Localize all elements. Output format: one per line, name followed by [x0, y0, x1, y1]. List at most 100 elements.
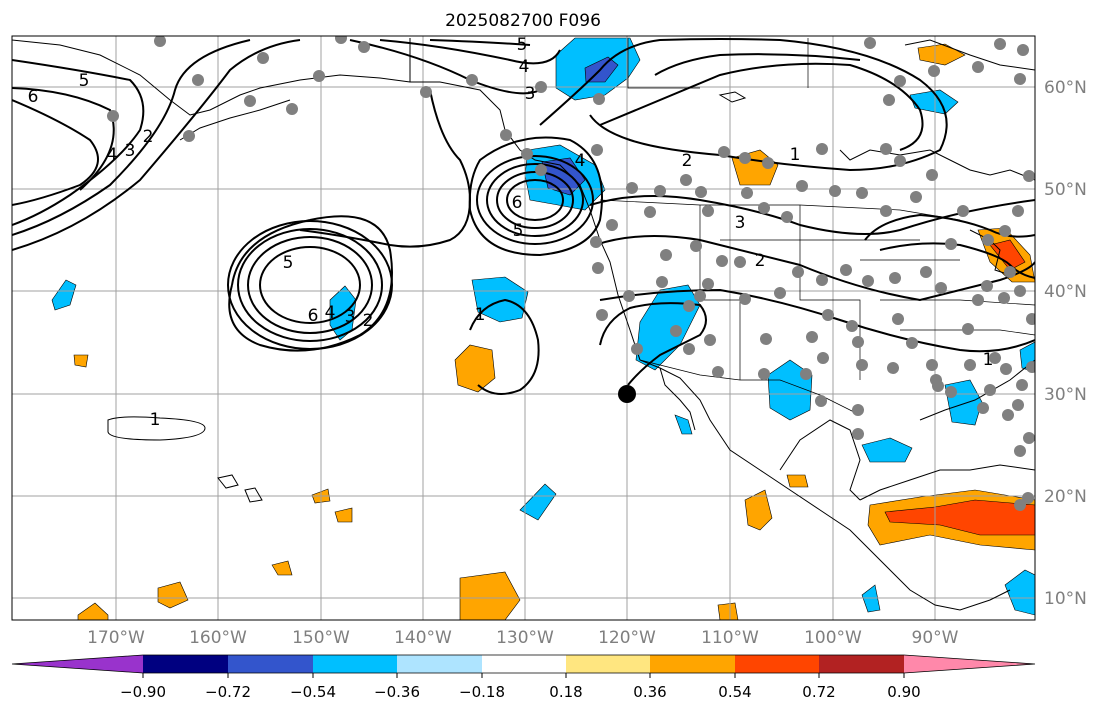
station-dot: [906, 337, 918, 349]
station-dot: [644, 206, 656, 218]
station-dot: [716, 255, 728, 267]
contour-label: 5: [79, 71, 90, 91]
colorbar-segment: [735, 655, 819, 673]
station-dot: [926, 169, 938, 181]
pos-anomaly-tropical: [717, 602, 739, 620]
station-dot: [358, 41, 370, 53]
station-dot: [781, 211, 793, 223]
colorbar-segment: [566, 655, 650, 673]
station-dot: [889, 272, 901, 284]
pos-anomaly-hawaii-2: [334, 507, 353, 523]
station-dot: [500, 129, 512, 141]
contour-label: 6: [308, 306, 319, 326]
station-dot: [656, 276, 668, 288]
contour-label: 5: [517, 35, 528, 55]
station-dot: [816, 274, 828, 286]
colorbar-tick-label: −0.36: [374, 683, 420, 701]
colorbar-tick-label: 0.90: [887, 683, 920, 701]
station-dot: [606, 219, 618, 231]
station-dot: [420, 86, 432, 98]
station-dot: [1012, 205, 1024, 217]
contour-label: 2: [363, 311, 374, 331]
station-dot: [1022, 492, 1034, 504]
station-dot: [957, 205, 969, 217]
contour-label: 1: [150, 410, 161, 430]
station-dot: [984, 384, 996, 396]
station-dot: [962, 323, 974, 335]
station-dot: [910, 191, 922, 203]
station-dot: [880, 205, 892, 217]
station-dot: [994, 38, 1006, 50]
colorbar-segment: [482, 655, 566, 673]
station-dot: [183, 130, 195, 142]
station-dot: [704, 334, 716, 346]
station-dot: [690, 240, 702, 252]
station-dot: [535, 81, 547, 93]
lon-label: 170°W: [87, 628, 145, 648]
station-dot: [734, 256, 746, 268]
station-dot: [792, 266, 804, 278]
station-dot: [796, 180, 808, 192]
pos-anomaly-pacific-sw: [157, 581, 189, 609]
station-dot: [762, 157, 774, 169]
station-dot: [1012, 399, 1024, 411]
station-dot: [894, 155, 906, 167]
station-dot: [935, 282, 947, 294]
neg-anomaly-hawaii-east: [519, 483, 557, 521]
colorbar-tick-label: 0.36: [633, 683, 666, 701]
station-dot: [926, 359, 938, 371]
station-dot: [852, 336, 864, 348]
station-dot: [1014, 445, 1026, 457]
height-contours: [12, 38, 1035, 395]
station-dot: [712, 366, 724, 378]
station-dot: [817, 352, 829, 364]
station-dot: [680, 174, 692, 186]
station-dot: [846, 320, 858, 332]
pos-anomaly-small-pac: [73, 354, 89, 368]
contour-label: 4: [575, 151, 586, 171]
station-dot: [335, 36, 347, 44]
contour-label: 2: [143, 127, 154, 147]
map-panel: 6 5 4 3 2 1 5 4 3 2 1 5 4 3 2 6 5 4 3 2: [11, 35, 1036, 621]
station-dot: [683, 343, 695, 355]
station-dot: [521, 148, 533, 160]
colorbar-segment: [313, 655, 397, 673]
contour-label: 6: [512, 193, 523, 213]
colorbar-tick-label: −0.18: [459, 683, 505, 701]
contour-label-group: 6 5 4 3 2 1 5 4 3 2 1 5 4 3 2 6 5 4 3 2: [28, 35, 994, 430]
contour-label: 5: [513, 221, 524, 241]
contour-label: 6: [28, 87, 39, 107]
station-dot: [1026, 361, 1035, 373]
colorbar-segment: [397, 655, 482, 673]
station-dot: [1014, 285, 1026, 297]
station-dot: [964, 359, 976, 371]
lon-label: 160°W: [189, 628, 247, 648]
contour-label: 3: [345, 307, 356, 327]
colorbar-tick-label: 0.18: [549, 683, 582, 701]
contour-label: 5: [283, 253, 294, 273]
station-dot: [718, 146, 730, 158]
station-dot: [758, 368, 770, 380]
pos-anomaly-central-am-core: [884, 499, 1035, 536]
contour-label: 1: [475, 305, 486, 325]
station-dot: [1026, 313, 1035, 325]
station-dot: [999, 225, 1011, 237]
station-dot: [596, 309, 608, 321]
station-markers: [107, 36, 1035, 511]
station-dot: [883, 94, 895, 106]
contour-label: 3: [735, 213, 746, 233]
colorbar-segment: [819, 655, 904, 673]
station-dot: [856, 187, 868, 199]
neg-anomaly-gulf-coast: [861, 437, 913, 463]
station-dot: [741, 187, 753, 199]
station-dot: [466, 74, 478, 86]
station-dot: [695, 186, 707, 198]
pos-anomaly-central-pacific: [271, 560, 293, 576]
station-dot: [593, 93, 605, 105]
lat-label: 20°N: [1044, 487, 1087, 507]
station-dot: [816, 143, 828, 155]
station-dot: [977, 402, 989, 414]
station-dot: [852, 428, 864, 440]
contour-label: 1: [790, 145, 801, 165]
